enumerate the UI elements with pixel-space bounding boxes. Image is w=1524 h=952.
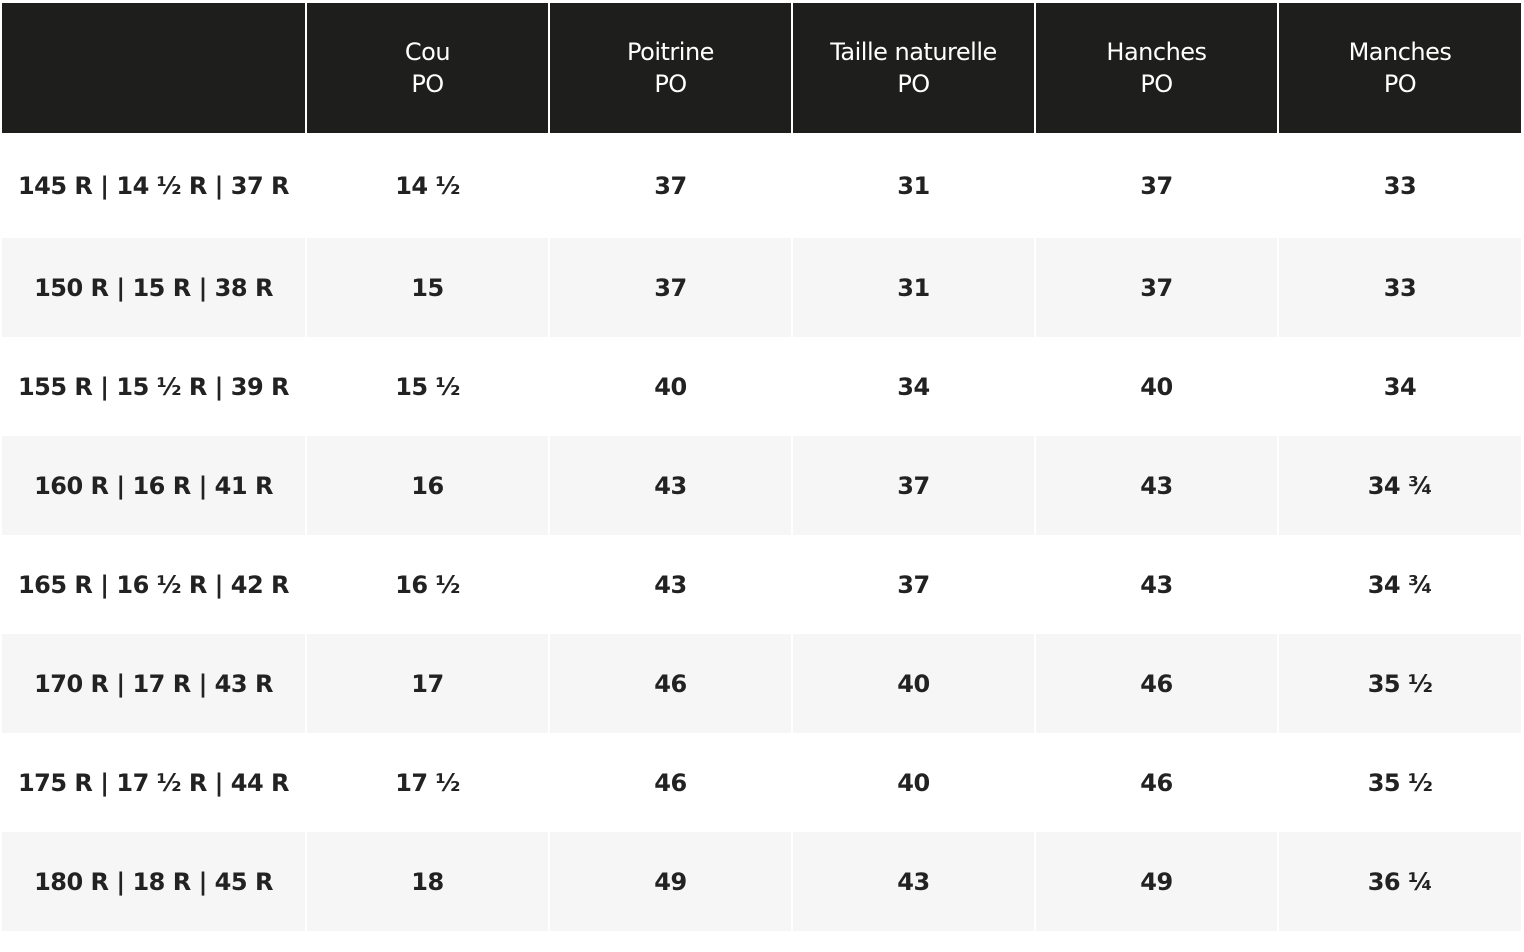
value-cell: 15: [307, 238, 548, 337]
value-cell: 49: [550, 832, 791, 931]
header-cell: Taille naturelle PO: [793, 3, 1034, 133]
size-cell: 150 R | 15 R | 38 R: [2, 238, 305, 337]
value-cell: 46: [1036, 733, 1277, 832]
size-cell: 180 R | 18 R | 45 R: [2, 832, 305, 931]
value-cell: 34 ¾: [1279, 436, 1521, 535]
header-cell: Poitrine PO: [550, 3, 791, 133]
header-text: Hanches: [1106, 38, 1207, 66]
value-cell: 43: [793, 832, 1034, 931]
value-cell: 43: [550, 436, 791, 535]
value-cell: 15 ½: [307, 337, 548, 436]
value-cell: 18: [307, 832, 548, 931]
header-text: PO: [1140, 70, 1173, 98]
value-cell: 35 ½: [1279, 634, 1521, 733]
value-cell: 43: [1036, 436, 1277, 535]
header-text: PO: [897, 70, 930, 98]
value-cell: 37: [793, 535, 1034, 634]
value-cell: 34 ¾: [1279, 535, 1521, 634]
size-cell: 165 R | 16 ½ R | 42 R: [2, 535, 305, 634]
value-cell: 46: [1036, 634, 1277, 733]
header-text: PO: [1383, 70, 1417, 98]
header-cell: [2, 3, 305, 133]
header-text: PO: [411, 70, 444, 98]
header-text: Cou: [404, 38, 451, 66]
size-cell: 160 R | 16 R | 41 R: [2, 436, 305, 535]
value-cell: 16: [307, 436, 548, 535]
value-cell: 46: [550, 733, 791, 832]
header-cell: Hanches PO: [1036, 3, 1277, 133]
header-text: Poitrine: [627, 38, 714, 66]
value-cell: 40: [1036, 337, 1277, 436]
size-cell: 145 R | 14 ½ R | 37 R: [2, 133, 305, 238]
value-cell: 34: [1279, 337, 1521, 436]
value-cell: 36 ¼: [1279, 832, 1521, 931]
value-cell: 46: [550, 634, 791, 733]
value-cell: 43: [550, 535, 791, 634]
value-cell: 40: [550, 337, 791, 436]
value-cell: 37: [1036, 238, 1277, 337]
value-cell: 33: [1279, 133, 1521, 238]
value-cell: 16 ½: [307, 535, 548, 634]
value-cell: 40: [793, 733, 1034, 832]
value-cell: 43: [1036, 535, 1277, 634]
value-cell: 37: [550, 133, 791, 238]
header-text: Manches: [1348, 38, 1452, 66]
value-cell: 49: [1036, 832, 1277, 931]
value-cell: 37: [550, 238, 791, 337]
header-text: Taille naturelle: [830, 38, 997, 66]
size-cell: 175 R | 17 ½ R | 44 R: [2, 733, 305, 832]
value-cell: 33: [1279, 238, 1521, 337]
header-cell: Cou PO: [307, 3, 548, 133]
value-cell: 31: [793, 238, 1034, 337]
value-cell: 14 ½: [307, 133, 548, 238]
size-cell: 170 R | 17 R | 43 R: [2, 634, 305, 733]
header-cell: Manches PO: [1279, 3, 1521, 133]
header-text: PO: [654, 70, 687, 98]
value-cell: 37: [1036, 133, 1277, 238]
value-cell: 17 ½: [307, 733, 548, 832]
value-cell: 35 ½: [1279, 733, 1521, 832]
value-cell: 40: [793, 634, 1034, 733]
value-cell: 37: [793, 436, 1034, 535]
value-cell: 34: [793, 337, 1034, 436]
size-cell: 155 R | 15 ½ R | 39 R: [2, 337, 305, 436]
value-cell: 17: [307, 634, 548, 733]
value-cell: 31: [793, 133, 1034, 238]
